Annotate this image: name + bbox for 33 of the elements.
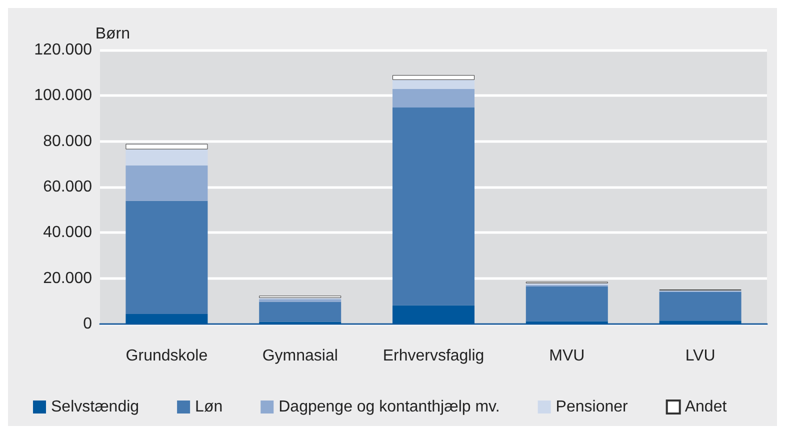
bar — [392, 305, 474, 324]
bar — [126, 200, 208, 314]
bar — [392, 108, 474, 306]
bar — [392, 75, 474, 80]
bar — [259, 302, 342, 322]
legend-label: Andet — [684, 398, 728, 416]
y-tick-label: 120.000 — [34, 42, 92, 58]
y-tick-label: 100.000 — [34, 87, 92, 104]
bar — [126, 314, 208, 324]
bar — [659, 320, 742, 324]
bar — [392, 80, 474, 90]
legend-label: Selvstændig — [51, 398, 140, 416]
bar — [126, 149, 208, 166]
x-tick-label: MVU — [549, 348, 585, 364]
y-tick-label: 40.000 — [43, 224, 92, 242]
bar — [126, 166, 208, 201]
bar — [259, 299, 342, 302]
x-tick-label: Erhvervsfaglig — [382, 348, 484, 364]
y-tick-label: 60.000 — [43, 178, 92, 196]
x-tick-label: LVU — [685, 348, 716, 364]
bar — [526, 321, 608, 324]
x-tick-label: Grundskole — [126, 348, 208, 364]
x-tick-label: Gymnasial — [262, 348, 338, 364]
bar — [659, 292, 742, 321]
y-tick-label: 0 — [83, 316, 92, 332]
y-tick-label: 80.000 — [43, 132, 92, 150]
bar — [392, 89, 474, 108]
bar — [526, 286, 608, 322]
legend-label: Dagpenge og kontanthjælp mv. — [278, 398, 500, 416]
y-tick-label: 20.000 — [43, 270, 92, 287]
legend-label: Løn — [195, 398, 223, 416]
y-axis-title: Børn — [95, 26, 130, 42]
legend-label: Pensioner — [556, 398, 629, 416]
